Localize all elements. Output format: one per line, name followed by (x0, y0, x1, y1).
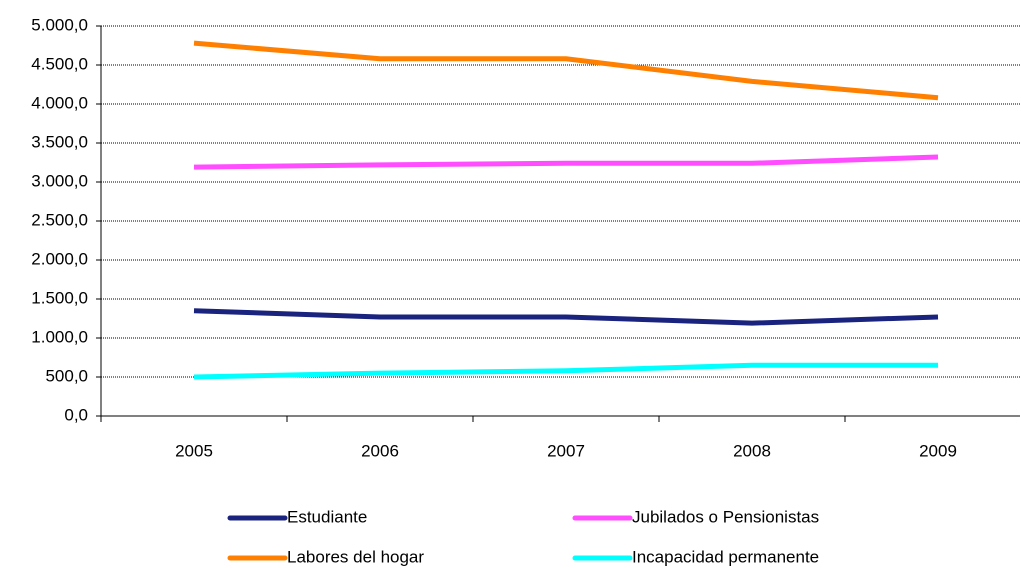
y-tick-label: 4.500,0 (31, 54, 88, 73)
y-tick-label: 3.500,0 (31, 132, 88, 151)
series-line (193, 40, 939, 101)
legend-label: Labores del hogar (287, 547, 424, 566)
series-line (193, 154, 939, 170)
series-line (193, 362, 938, 380)
y-tick-label: 3.000,0 (31, 171, 88, 190)
y-tick-label: 5.000,0 (31, 15, 88, 34)
x-tick-label: 2008 (733, 441, 771, 460)
y-tick-label: 2.000,0 (31, 249, 88, 268)
series-line (193, 308, 939, 326)
y-tick-label: 1.000,0 (31, 327, 88, 346)
x-tick-label: 2007 (547, 441, 585, 460)
x-tick-label: 2009 (919, 441, 957, 460)
y-tick-label: 1.500,0 (31, 288, 88, 307)
legend-label: Incapacidad permanente (632, 547, 819, 566)
x-tick-label: 2005 (175, 441, 213, 460)
x-tick-label: 2006 (361, 441, 399, 460)
legend-label: Estudiante (287, 507, 367, 526)
y-tick-label: 500,0 (45, 366, 88, 385)
legend-label: Jubilados o Pensionistas (632, 507, 819, 526)
y-tick-label: 4.000,0 (31, 93, 88, 112)
y-tick-label: 2.500,0 (31, 210, 88, 229)
y-tick-label: 0,0 (64, 405, 88, 424)
